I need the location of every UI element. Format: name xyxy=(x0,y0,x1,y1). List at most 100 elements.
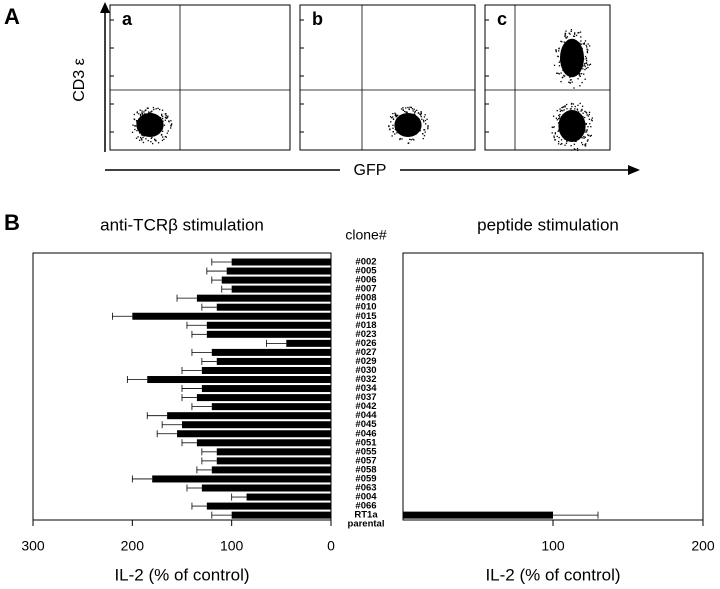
cell-dot xyxy=(564,106,566,108)
cell-dot xyxy=(136,120,138,122)
cell-dot xyxy=(577,120,580,122)
cell-dot xyxy=(580,133,582,135)
cell-dot xyxy=(143,135,145,137)
cell-dot xyxy=(165,114,167,117)
cell-dot xyxy=(395,114,398,117)
cell-dot xyxy=(411,122,413,124)
cell-dot xyxy=(564,133,567,135)
bar xyxy=(206,330,331,338)
chart-title: anti-TCRβ stimulation xyxy=(100,215,264,234)
cell-dot xyxy=(576,108,578,110)
cell-dot xyxy=(562,63,565,65)
category-label: #005 xyxy=(355,266,377,277)
cell-dot xyxy=(587,49,589,51)
cell-dot xyxy=(151,125,154,128)
cell-dot xyxy=(560,52,562,54)
cell-dot xyxy=(577,72,580,75)
cell-dot xyxy=(591,117,593,119)
cell-dot xyxy=(424,123,427,125)
cell-dot xyxy=(147,115,149,118)
cell-dot xyxy=(142,124,144,126)
bar xyxy=(206,321,331,329)
cell-dot xyxy=(389,129,391,131)
cell-dot xyxy=(560,109,562,112)
cell-dot xyxy=(409,106,411,108)
cell-dot xyxy=(392,116,394,118)
category-label: #051 xyxy=(355,437,377,448)
bar xyxy=(206,502,331,510)
cell-dot xyxy=(555,117,558,119)
category-label: #055 xyxy=(355,446,377,457)
bar xyxy=(201,366,331,374)
cell-dot xyxy=(557,72,559,74)
cell-dot xyxy=(574,60,576,63)
cell-dot xyxy=(158,108,161,111)
bar xyxy=(216,357,331,365)
cell-dot xyxy=(553,64,556,66)
cell-dot xyxy=(582,112,584,114)
category-label: #057 xyxy=(355,455,376,466)
cell-dot xyxy=(578,74,580,76)
bar xyxy=(196,439,331,447)
cell-dot xyxy=(141,112,143,114)
cell-dot xyxy=(558,61,560,63)
cell-dot xyxy=(412,138,414,140)
cell-dot xyxy=(164,119,166,121)
cell-dot xyxy=(559,110,562,112)
cell-dot xyxy=(143,111,145,113)
cell-dot xyxy=(559,60,561,62)
cell-dot xyxy=(563,41,565,43)
cell-dot xyxy=(584,110,586,113)
cell-dot xyxy=(388,125,390,127)
cell-dot xyxy=(560,143,562,146)
cell-dot xyxy=(569,82,571,84)
cell-dot xyxy=(579,126,582,128)
cell-dot xyxy=(411,133,413,136)
category-label: #042 xyxy=(355,401,376,412)
cell-dot xyxy=(419,123,421,125)
cell-dot xyxy=(411,130,413,133)
cell-dot xyxy=(574,56,576,58)
cell-dot xyxy=(407,106,409,109)
cell-dot xyxy=(570,29,573,31)
cell-dot xyxy=(417,131,419,133)
category-label: #010 xyxy=(355,302,376,313)
cell-dot xyxy=(566,108,568,110)
cell-dot xyxy=(145,109,147,111)
cell-dot xyxy=(585,122,588,125)
cell-dot xyxy=(408,114,411,116)
cell-dot xyxy=(155,139,157,142)
cell-dot xyxy=(575,124,578,126)
cell-dot xyxy=(166,132,168,134)
cell-dot xyxy=(586,51,589,54)
cell-dot xyxy=(159,128,161,130)
cell-dot xyxy=(584,131,586,133)
cell-dot xyxy=(164,116,167,119)
cell-dot xyxy=(582,65,584,67)
cell-dot xyxy=(159,124,162,127)
cell-dot xyxy=(564,105,566,107)
cell-dot xyxy=(581,109,583,111)
cell-dot xyxy=(564,144,566,146)
cell-dot xyxy=(151,125,153,127)
cell-dot xyxy=(156,115,158,118)
cell-dot xyxy=(564,70,567,73)
bar xyxy=(231,511,331,519)
plot-frame xyxy=(402,252,704,521)
cell-dot xyxy=(556,135,558,138)
cell-dot xyxy=(139,132,141,134)
cell-dot xyxy=(565,66,567,68)
cell-dot xyxy=(407,142,409,144)
cell-dot xyxy=(160,128,162,130)
cell-dot xyxy=(141,110,143,112)
cell-dot xyxy=(136,122,138,124)
cell-dot xyxy=(562,132,564,134)
cell-dot xyxy=(392,112,394,115)
cell-dot xyxy=(161,114,163,117)
cell-dot xyxy=(392,131,395,133)
cell-dot xyxy=(141,124,143,126)
cell-dot xyxy=(575,140,577,143)
cell-dot xyxy=(417,124,419,126)
cell-dot xyxy=(412,132,414,134)
cell-dot xyxy=(583,64,586,66)
